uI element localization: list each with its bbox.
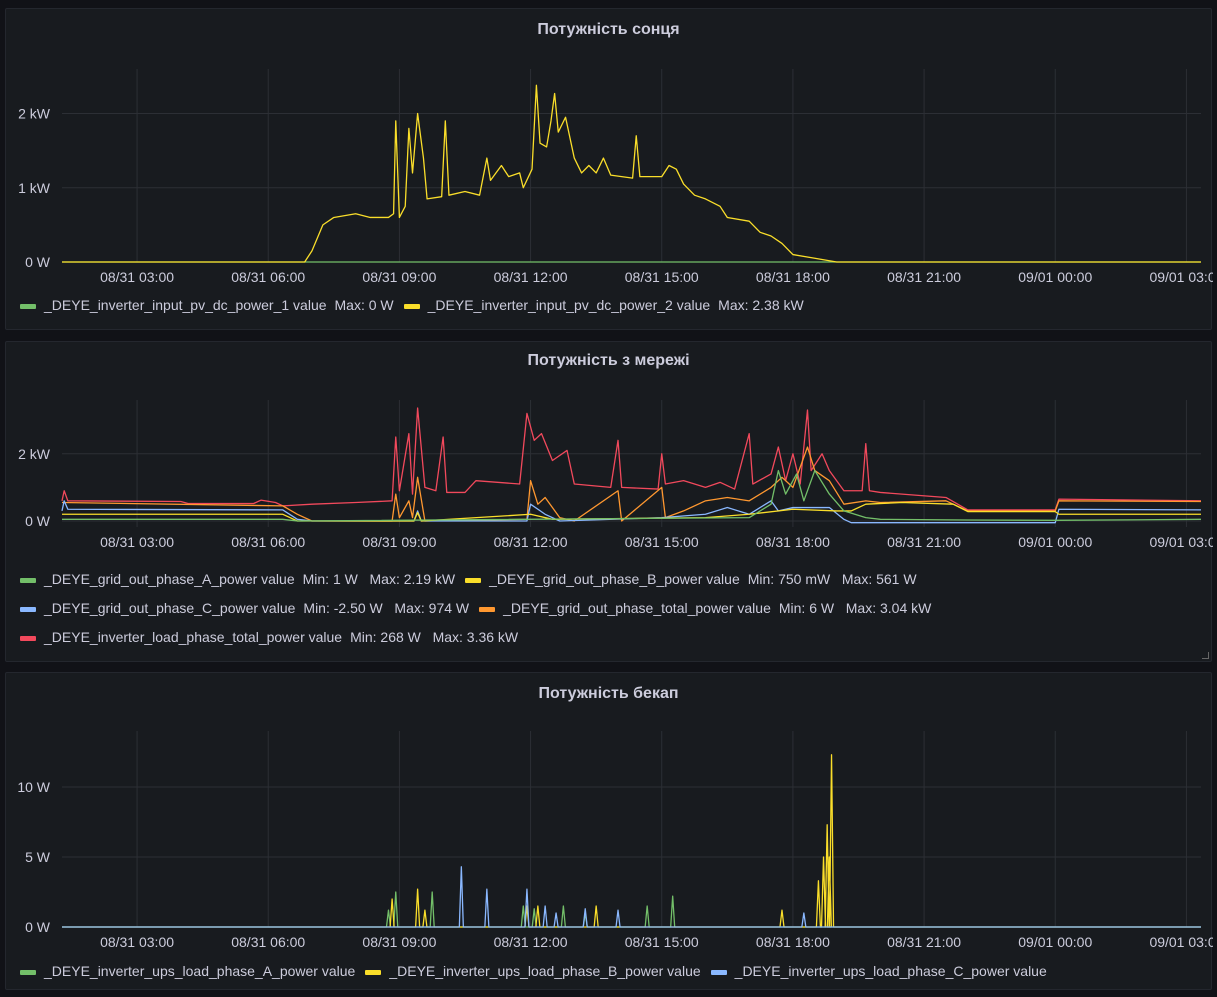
y-tick-label: 10 W <box>17 779 50 795</box>
x-tick-label: 08/31 03:00 <box>100 534 174 550</box>
series-line <box>61 446 1202 522</box>
legend-series-name: _DEYE_inverter_load_phase_total_power va… <box>44 629 343 645</box>
series-color-swatch <box>465 577 482 583</box>
legend-item[interactable]: _DEYE_grid_out_phase_B_power value Min: 7… <box>465 569 917 589</box>
legend-stats: Min: 268 W Max: 3.36 kW <box>350 629 519 645</box>
y-tick-label: 5 W <box>25 849 51 865</box>
grid-power-chart: 08/31 03:00 08/31 06:00 08/31 09:00 08/31 1… <box>18 400 1213 550</box>
y-tick-label: 1 kW <box>18 180 51 196</box>
legend-series-name: _DEYE_grid_out_phase_B_power value <box>489 571 740 587</box>
legend-stats: Min: 6 W Max: 3.04 kW <box>778 600 932 616</box>
series-color-swatch <box>20 635 36 641</box>
x-tick-label: 08/31 12:00 <box>494 269 568 285</box>
series-color-swatch <box>20 606 36 612</box>
legend-series-name: _DEYE_inverter_ups_load_phase_C_power va… <box>734 963 1047 979</box>
x-tick-label: 08/31 03:00 <box>100 269 174 285</box>
x-tick-label: 08/31 15:00 <box>625 934 699 950</box>
series-line <box>62 84 1201 263</box>
legend-series-name: _DEYE_grid_out_phase_total_power value <box>503 600 771 616</box>
legend-series-name: _DEYE_inverter_ups_load_phase_B_power va… <box>389 963 701 979</box>
legend: _DEYE_inverter_input_pv_dc_power_1 value… <box>20 295 814 324</box>
x-tick-label: 08/31 06:00 <box>231 934 305 950</box>
legend-series-name: _DEYE_grid_out_phase_A_power value <box>44 571 295 587</box>
series-color-swatch <box>403 303 420 309</box>
x-tick-label: 08/31 21:00 <box>887 934 961 950</box>
y-tick-label: 0 W <box>25 919 51 935</box>
legend-item[interactable]: _DEYE_inverter_ups_load_phase_C_power va… <box>710 961 1047 981</box>
legend-series-name: _DEYE_inverter_input_pv_dc_power_2 value <box>427 297 711 313</box>
panel-title: Потужність сонця <box>537 21 680 38</box>
y-tick-label: 0 W <box>25 513 51 529</box>
x-tick-label: 08/31 15:00 <box>625 534 699 550</box>
legend-stats: Min: 750 mW Max: 561 W <box>747 571 917 587</box>
x-tick-label: 09/01 00:00 <box>1018 934 1092 950</box>
legend-row: _DEYE_inverter_load_phase_total_power va… <box>20 627 941 656</box>
panel-backup-power: Потужність бекап 08/31 03:00 08/31 06:00 0… <box>5 672 1213 990</box>
legend-stats: Max: 2.38 kW <box>718 297 804 313</box>
panel-title: Потужність з мережі <box>527 352 690 369</box>
legend-item[interactable]: _DEYE_inverter_ups_load_phase_B_power va… <box>365 961 701 981</box>
y-tick-label: 0 W <box>25 254 51 270</box>
legend-item[interactable]: _DEYE_grid_out_phase_C_power value Min: -… <box>20 598 469 618</box>
series-line <box>62 866 1201 928</box>
legend-row: _DEYE_grid_out_phase_C_power value Min: -… <box>20 598 941 627</box>
legend-series-name: _DEYE_inverter_ups_load_phase_A_power va… <box>44 963 356 979</box>
x-tick-label: 08/31 09:00 <box>362 269 436 285</box>
series-line <box>62 754 1201 928</box>
legend-row: _DEYE_inverter_ups_load_phase_A_power va… <box>20 961 1057 990</box>
x-tick-label: 08/31 18:00 <box>756 934 830 950</box>
legend-stats: Max: 0 W <box>334 297 394 313</box>
series-line <box>62 469 1202 522</box>
series-color-swatch <box>710 969 727 975</box>
x-tick-label: 08/31 21:00 <box>887 269 961 285</box>
x-tick-label: 08/31 09:00 <box>362 934 436 950</box>
legend-stats: Min: -2.50 W Max: 974 W <box>303 600 470 616</box>
x-tick-label: 09/01 00:00 <box>1018 534 1092 550</box>
x-tick-label: 08/31 12:00 <box>494 534 568 550</box>
legend-item[interactable]: _DEYE_grid_out_phase_total_power value Mi… <box>479 598 931 618</box>
x-tick-label: 08/31 15:00 <box>625 269 699 285</box>
series-line <box>62 891 1201 928</box>
x-tick-label: 08/31 09:00 <box>362 534 436 550</box>
legend-item[interactable]: _DEYE_inverter_ups_load_phase_A_power va… <box>20 961 355 981</box>
x-tick-label: 09/01 03:00 <box>1149 934 1213 950</box>
x-tick-label: 08/31 21:00 <box>887 534 961 550</box>
series-color-swatch <box>20 303 36 309</box>
x-tick-label: 08/31 12:00 <box>494 934 568 950</box>
legend-series-name: _DEYE_grid_out_phase_C_power value <box>44 600 296 616</box>
x-tick-label: 08/31 06:00 <box>231 534 305 550</box>
solar-power-chart: 08/31 03:00 08/31 06:00 08/31 09:00 08/31 1… <box>18 69 1213 285</box>
legend-item[interactable]: _DEYE_grid_out_phase_A_power value Min: 1… <box>20 569 455 589</box>
series-color-swatch <box>20 969 36 975</box>
series-color-swatch <box>479 606 496 612</box>
x-tick-label: 08/31 03:00 <box>100 934 174 950</box>
x-tick-label: 08/31 18:00 <box>756 269 830 285</box>
panel-grid-power: Потужність з мережі 08/31 03:00 08/31 06:… <box>5 341 1213 662</box>
series-color-swatch <box>365 969 382 975</box>
x-tick-label: 09/01 03:00 <box>1149 269 1213 285</box>
legend-stats: Min: 1 W Max: 2.19 kW <box>302 571 456 587</box>
series-line <box>61 407 1202 511</box>
panel-solar-power: Потужність сонця 08/31 03:00 08/31 06:00 0… <box>5 8 1213 330</box>
y-tick-label: 2 kW <box>18 106 51 122</box>
legend-series-name: _DEYE_inverter_input_pv_dc_power_1 value <box>44 297 327 313</box>
backup-power-chart: 08/31 03:00 08/31 06:00 08/31 09:00 08/31 1… <box>17 731 1213 950</box>
y-tick-label: 2 kW <box>18 446 51 462</box>
panel-title: Потужність бекап <box>538 685 679 702</box>
legend-item[interactable]: _DEYE_inverter_input_pv_dc_power_2 value… <box>403 295 804 315</box>
legend-item[interactable]: _DEYE_inverter_input_pv_dc_power_1 value… <box>20 295 394 315</box>
resize-handle[interactable] <box>1202 652 1209 659</box>
x-tick-label: 09/01 00:00 <box>1018 269 1092 285</box>
legend: _DEYE_inverter_ups_load_phase_A_power va… <box>20 961 1057 990</box>
series-color-swatch <box>20 577 36 583</box>
legend-item[interactable]: _DEYE_inverter_load_phase_total_power va… <box>20 627 518 647</box>
legend: _DEYE_grid_out_phase_A_power value Min: 1… <box>20 569 941 656</box>
x-tick-label: 08/31 06:00 <box>231 269 305 285</box>
legend-row: _DEYE_inverter_input_pv_dc_power_1 value… <box>20 295 814 324</box>
x-tick-label: 09/01 03:00 <box>1149 534 1213 550</box>
legend-row: _DEYE_grid_out_phase_A_power value Min: 1… <box>20 569 941 598</box>
x-tick-label: 08/31 18:00 <box>756 534 830 550</box>
